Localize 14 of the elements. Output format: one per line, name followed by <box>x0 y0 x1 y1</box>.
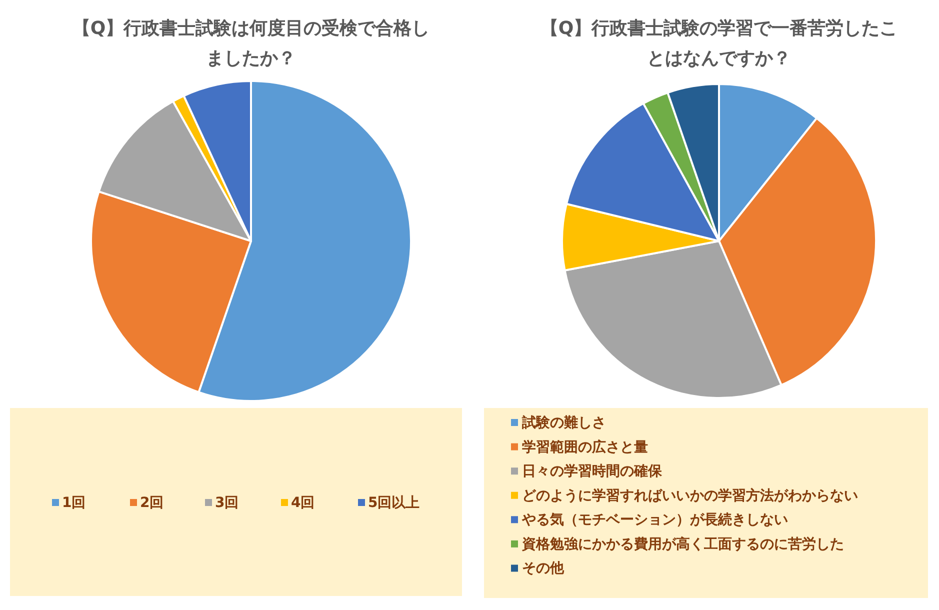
legend-label: 3回 <box>215 495 239 511</box>
legend-label: 学習範囲の広さと量 <box>522 438 648 456</box>
legend-label: やる気（モチベーション）が長続きしない <box>521 512 788 528</box>
legend-label: 資格勉強にかかる費用が高く工面するのに苦労した <box>521 535 844 552</box>
legend-label: 試験の難しさ <box>521 414 606 431</box>
legend-label: 1回 <box>62 495 86 511</box>
legend-label: 2回 <box>140 495 164 511</box>
legend-label: 4回 <box>291 495 315 511</box>
legend-label: 5回以上 <box>368 495 420 511</box>
legend-label: どのように学習すればいいかの学習方法がわからない <box>522 486 858 504</box>
chart-title: 【Q】行政書士試験の学習で一番苦労したことはなんですか？ <box>540 18 898 69</box>
chart-title: 【Q】行政書士試験は何度目の受検で合格しましたか？ <box>72 18 430 69</box>
legend-label: その他 <box>522 560 565 577</box>
legend-label: 日々の学習時間の確保 <box>522 464 663 480</box>
